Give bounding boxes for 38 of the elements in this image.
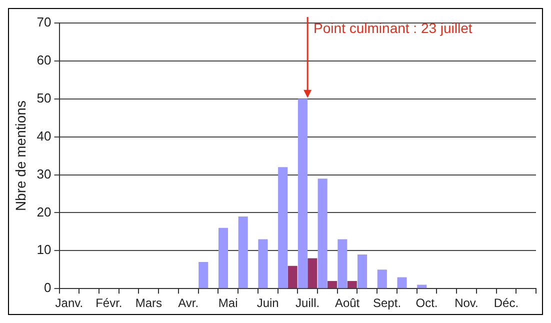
x-tick-label: Juin	[256, 296, 279, 310]
bar	[198, 262, 208, 288]
bar	[288, 266, 298, 288]
x-tick-label: Sept.	[373, 296, 402, 310]
y-tick-label: 20	[36, 204, 52, 220]
y-tick-label: 30	[36, 166, 52, 182]
bar	[328, 281, 338, 288]
x-tick-label: Mars	[135, 296, 162, 310]
y-tick-label: 60	[36, 52, 52, 68]
bar	[397, 277, 407, 288]
bar	[358, 254, 368, 288]
x-tick-label: Nov.	[454, 296, 478, 310]
x-tick-label: Avr.	[178, 296, 199, 310]
bar	[417, 284, 427, 288]
y-tick-label: 40	[36, 128, 52, 144]
y-axis-title: Nbre de mentions	[12, 100, 28, 212]
bar	[238, 216, 248, 288]
bar	[318, 178, 328, 288]
x-tick-label: Févr.	[96, 296, 122, 310]
bar	[338, 239, 348, 288]
y-tick-label: 10	[36, 242, 52, 258]
bar	[218, 228, 228, 288]
bar	[308, 258, 318, 288]
bar	[347, 281, 357, 288]
x-tick-label: Oct.	[416, 296, 438, 310]
y-tick-label: 0	[44, 280, 52, 296]
bar	[258, 239, 268, 288]
x-tick-label: Août	[334, 296, 360, 310]
x-tick-label: Déc.	[494, 296, 519, 310]
y-tick-label: 70	[36, 14, 52, 30]
x-tick-label: Janv.	[55, 296, 84, 310]
x-tick-label: Mai	[218, 296, 238, 310]
y-tick-label: 50	[36, 90, 52, 106]
bar	[298, 98, 308, 288]
x-tick-label: Juill.	[296, 296, 320, 310]
bar	[377, 270, 387, 288]
bar	[278, 167, 288, 288]
annotation: Point culminant : 23 juillet	[314, 20, 472, 36]
